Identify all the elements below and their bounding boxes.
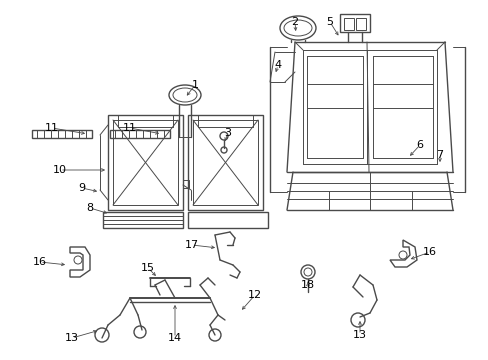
Bar — [198, 115, 252, 127]
Text: 11: 11 — [45, 123, 59, 133]
Text: 8: 8 — [86, 203, 93, 213]
Text: 13: 13 — [65, 333, 79, 343]
Text: 1: 1 — [191, 80, 198, 90]
Bar — [187, 115, 263, 210]
Text: 7: 7 — [436, 150, 443, 160]
Bar — [355, 18, 365, 30]
Bar — [339, 14, 369, 32]
Text: 6: 6 — [416, 140, 423, 150]
Text: 10: 10 — [53, 165, 67, 175]
Text: 18: 18 — [300, 280, 314, 290]
Text: 17: 17 — [184, 240, 199, 250]
Text: 9: 9 — [78, 183, 85, 193]
Text: 12: 12 — [247, 290, 262, 300]
Text: 5: 5 — [326, 17, 333, 27]
Text: 16: 16 — [33, 257, 47, 267]
Bar — [187, 212, 267, 228]
Text: 13: 13 — [352, 330, 366, 340]
Bar — [103, 212, 183, 228]
Bar — [110, 130, 170, 138]
Text: 14: 14 — [167, 333, 182, 343]
Text: 11: 11 — [123, 123, 137, 133]
Bar — [183, 180, 189, 188]
Text: 2: 2 — [291, 17, 298, 27]
Text: 4: 4 — [274, 60, 281, 70]
Text: 16: 16 — [422, 247, 436, 257]
Text: 3: 3 — [224, 128, 231, 138]
Bar — [32, 130, 92, 138]
Text: 15: 15 — [141, 263, 155, 273]
Bar — [108, 115, 183, 210]
Bar — [193, 120, 258, 205]
Bar — [113, 120, 178, 205]
Bar — [118, 115, 173, 127]
Bar — [343, 18, 353, 30]
